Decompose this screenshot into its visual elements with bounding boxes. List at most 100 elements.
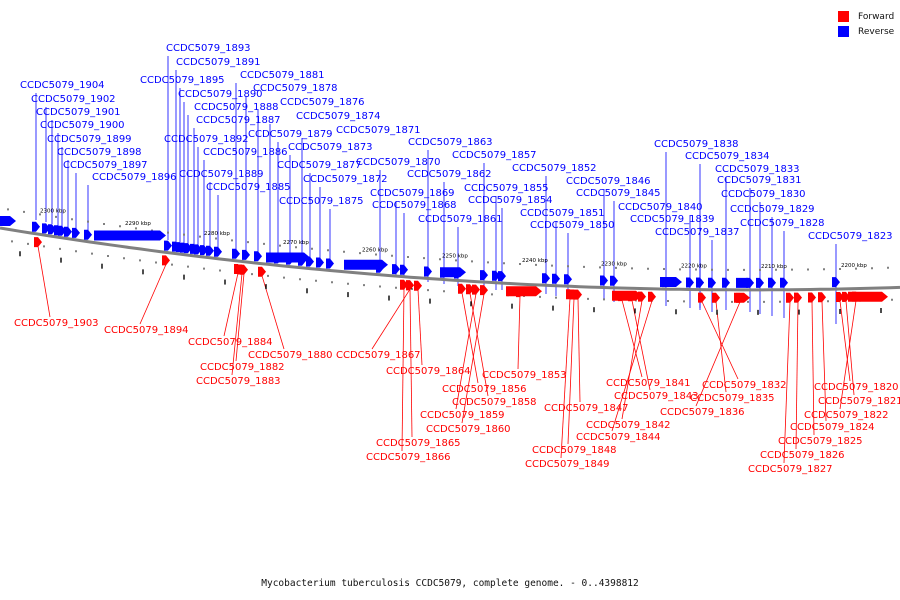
reverse-gene-label: CCDC5079_1863 <box>408 137 493 148</box>
forward-gene-label: CCDC5079_1883 <box>196 376 281 387</box>
reverse-gene-arrow <box>94 230 166 241</box>
reverse-gene-label: CCDC5079_1851 <box>520 208 605 219</box>
scale-label: 2260 kbp <box>362 247 388 253</box>
forward-gene-arrow <box>712 292 720 303</box>
forward-gene-arrow <box>618 291 626 302</box>
reverse-gene-label: CCDC5079_1839 <box>630 214 715 225</box>
gene-arrows <box>0 216 888 303</box>
legend-item-forward: Forward <box>838 9 894 24</box>
forward-leader <box>235 273 245 362</box>
forward-leader <box>839 300 857 410</box>
reverse-gene-label: CCDC5079_1830 <box>721 189 806 200</box>
reverse-gene-label: CCDC5079_1886 <box>203 147 288 158</box>
forward-gene-arrow <box>400 279 408 290</box>
reverse-gene-label: CCDC5079_1829 <box>730 204 815 215</box>
reverse-gene-arrow <box>686 277 694 288</box>
forward-gene-label: CCDC5079_1821 <box>818 396 900 407</box>
reverse-gene-label: CCDC5079_1837 <box>655 227 740 238</box>
forward-gene-label: CCDC5079_1860 <box>426 424 511 435</box>
reverse-gene-arrow <box>552 273 560 284</box>
reverse-gene-arrow <box>298 255 306 266</box>
reverse-gene-arrow <box>72 227 80 238</box>
reverse-gene-label: CCDC5079_1879 <box>248 129 333 140</box>
forward-leader <box>611 300 653 432</box>
forward-gene-label: CCDC5079_1826 <box>760 450 845 461</box>
reverse-gene-label: CCDC5079_1899 <box>47 134 132 145</box>
reverse-gene-arrow <box>662 277 670 288</box>
reverse-gene-label: CCDC5079_1854 <box>468 195 553 206</box>
reverse-gene-arrow <box>756 277 764 288</box>
reverse-gene-label: CCDC5079_1900 <box>40 120 125 131</box>
forward-leader <box>223 272 239 337</box>
reverse-gene-arrow <box>64 226 72 237</box>
reverse-gene-arrow <box>768 277 776 288</box>
forward-gene-label: CCDC5079_1866 <box>366 452 451 463</box>
reverse-gene-arrow <box>400 264 408 275</box>
reverse-gene-label: CCDC5079_1876 <box>280 97 365 108</box>
reverse-gene-label: CCDC5079_1828 <box>740 218 825 229</box>
forward-gene-label: CCDC5079_1884 <box>188 337 273 348</box>
reverse-gene-arrow <box>326 258 334 269</box>
reverse-gene-arrow <box>254 251 262 262</box>
forward-leader <box>139 264 167 325</box>
reverse-gene-label: CCDC5079_1862 <box>407 169 492 180</box>
forward-leader <box>821 301 827 422</box>
forward-gene-arrow <box>258 266 266 277</box>
forward-leader <box>455 293 477 410</box>
reverse-gene-label: CCDC5079_1888 <box>194 102 279 113</box>
forward-gene-arrow <box>786 292 794 303</box>
backbone-line <box>0 226 900 292</box>
reverse-gene-label: CCDC5079_1831 <box>717 175 802 186</box>
forward-gene-label: CCDC5079_1848 <box>532 445 617 456</box>
genome-caption: Mycobacterium tuberculosis CCDC5079, com… <box>261 578 639 589</box>
reverse-gene-label: CCDC5079_1896 <box>92 172 177 183</box>
forward-leader <box>845 300 855 396</box>
reverse-gene-arrow <box>316 257 324 268</box>
reverse-gene-label: CCDC5079_1904 <box>20 80 105 91</box>
reverse-gene-arrow <box>610 275 618 286</box>
scale-label: 2220 kbp <box>681 263 707 269</box>
forward-gene-label: CCDC5079_1903 <box>14 318 99 329</box>
legend: Forward Reverse <box>838 9 894 39</box>
forward-gene-label: CCDC5079_1820 <box>814 382 899 393</box>
reverse-gene-arrow <box>542 273 550 284</box>
reverse-gene-arrow <box>84 229 92 240</box>
forward-gene-label: CCDC5079_1827 <box>748 464 833 475</box>
forward-gene-arrow <box>794 292 802 303</box>
forward-leader <box>567 298 575 445</box>
reverse-gene-label: CCDC5079_1846 <box>566 176 651 187</box>
forward-leader <box>417 289 423 366</box>
forward-leader <box>37 246 51 318</box>
forward-gene-arrow <box>480 285 488 296</box>
scale-label: 2280 kbp <box>204 231 230 237</box>
reverse-gene-arrow <box>440 267 448 278</box>
scale-label: 2240 kbp <box>522 258 548 264</box>
reverse-gene-label: CCDC5079_1845 <box>576 188 661 199</box>
forward-gene-label: CCDC5079_1880 <box>248 350 333 361</box>
scale-ticks: 2300 kbp 2290 kbp 2280 kbp 2270 kbp 2260 kbp… <box>7 208 893 315</box>
reverse-gene-arrow <box>376 262 384 273</box>
forward-leader <box>409 289 413 438</box>
reverse-gene-arrow <box>746 277 754 288</box>
gene-labels: CCDC5079_1904 CCDC5079_1902 CCDC5079_1901 C… <box>14 43 900 475</box>
reverse-gene-label: CCDC5079_1889 <box>179 169 264 180</box>
reverse-gene-arrow <box>242 249 250 260</box>
reverse-gene-label: CCDC5079_1892 <box>164 134 249 145</box>
forward-gene-arrow <box>852 291 860 302</box>
reverse-gene-arrow <box>164 240 172 251</box>
reverse-gene-arrow <box>424 266 432 277</box>
forward-gene-arrow <box>162 255 170 266</box>
reverse-gene-label: CCDC5079_1885 <box>206 182 291 193</box>
forward-gene-label: CCDC5079_1859 <box>420 410 505 421</box>
reverse-gene-label: CCDC5079_1834 <box>685 151 770 162</box>
reverse-gene-label: CCDC5079_1897 <box>63 160 148 171</box>
reverse-gene-label: CCDC5079_1873 <box>288 142 373 153</box>
reverse-gene-arrow <box>32 221 40 232</box>
scale-label: 2200 kbp <box>841 263 867 269</box>
reverse-gene-label: CCDC5079_1840 <box>618 202 703 213</box>
reverse-gene-label: CCDC5079_1855 <box>464 183 549 194</box>
scale-label: 2300 kbp <box>40 208 66 214</box>
forward-gene-label: CCDC5079_1865 <box>376 438 461 449</box>
reverse-gene-arrow <box>498 271 506 282</box>
reverse-gene-arrow <box>392 264 400 275</box>
